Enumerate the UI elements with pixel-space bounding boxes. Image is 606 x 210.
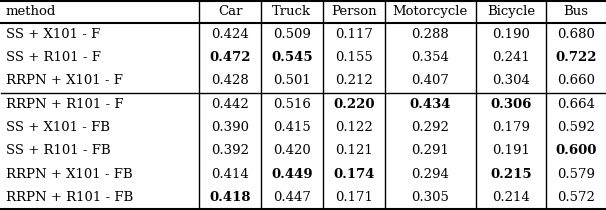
Text: 0.190: 0.190	[492, 28, 530, 41]
Text: RRPN + X101 - F: RRPN + X101 - F	[5, 74, 122, 87]
Text: 0.722: 0.722	[555, 51, 596, 64]
Text: 0.121: 0.121	[335, 144, 373, 158]
Text: 0.434: 0.434	[410, 98, 451, 111]
Text: 0.680: 0.680	[557, 28, 594, 41]
Text: 0.390: 0.390	[211, 121, 249, 134]
Text: 0.572: 0.572	[557, 191, 594, 204]
Text: 0.212: 0.212	[335, 74, 373, 87]
Text: 0.592: 0.592	[557, 121, 594, 134]
Text: Truck: Truck	[272, 5, 311, 18]
Text: 0.509: 0.509	[273, 28, 311, 41]
Text: 0.291: 0.291	[411, 144, 449, 158]
Text: 0.241: 0.241	[492, 51, 530, 64]
Text: 0.660: 0.660	[557, 74, 594, 87]
Text: 0.117: 0.117	[335, 28, 373, 41]
Text: 0.600: 0.600	[555, 144, 596, 158]
Text: 0.418: 0.418	[209, 191, 251, 204]
Text: 0.294: 0.294	[411, 168, 449, 181]
Text: 0.392: 0.392	[211, 144, 249, 158]
Text: 0.288: 0.288	[411, 28, 449, 41]
Text: 0.215: 0.215	[490, 168, 531, 181]
Text: 0.171: 0.171	[335, 191, 373, 204]
Text: RRPN + R101 - F: RRPN + R101 - F	[5, 98, 123, 111]
Text: 0.579: 0.579	[557, 168, 594, 181]
Text: 0.174: 0.174	[333, 168, 375, 181]
Text: 0.354: 0.354	[411, 51, 449, 64]
Text: 0.415: 0.415	[273, 121, 311, 134]
Text: 0.442: 0.442	[211, 98, 249, 111]
Text: SS + X101 - FB: SS + X101 - FB	[5, 121, 110, 134]
Text: 0.220: 0.220	[333, 98, 375, 111]
Text: Motorcycle: Motorcycle	[393, 5, 468, 18]
Text: RRPN + X101 - FB: RRPN + X101 - FB	[5, 168, 132, 181]
Text: 0.407: 0.407	[411, 74, 449, 87]
Text: 0.305: 0.305	[411, 191, 449, 204]
Text: SS + R101 - FB: SS + R101 - FB	[5, 144, 110, 158]
Text: 0.449: 0.449	[271, 168, 313, 181]
Text: 0.122: 0.122	[335, 121, 373, 134]
Text: 0.155: 0.155	[335, 51, 373, 64]
Text: 0.424: 0.424	[211, 28, 249, 41]
Text: 0.414: 0.414	[211, 168, 249, 181]
Text: 0.214: 0.214	[492, 191, 530, 204]
Text: Bus: Bus	[563, 5, 588, 18]
Text: 0.304: 0.304	[492, 74, 530, 87]
Text: method: method	[5, 5, 56, 18]
Text: 0.516: 0.516	[273, 98, 311, 111]
Text: Person: Person	[331, 5, 376, 18]
Text: 0.420: 0.420	[273, 144, 311, 158]
Text: Bicycle: Bicycle	[487, 5, 535, 18]
Text: 0.306: 0.306	[490, 98, 531, 111]
Text: Car: Car	[218, 5, 242, 18]
Text: SS + X101 - F: SS + X101 - F	[5, 28, 100, 41]
Text: 0.292: 0.292	[411, 121, 449, 134]
Text: 0.179: 0.179	[492, 121, 530, 134]
Text: 0.447: 0.447	[273, 191, 311, 204]
Text: 0.472: 0.472	[209, 51, 251, 64]
Text: RRPN + R101 - FB: RRPN + R101 - FB	[5, 191, 133, 204]
Text: 0.664: 0.664	[557, 98, 594, 111]
Text: 0.191: 0.191	[492, 144, 530, 158]
Text: 0.545: 0.545	[271, 51, 313, 64]
Text: 0.428: 0.428	[211, 74, 249, 87]
Text: SS + R101 - F: SS + R101 - F	[5, 51, 101, 64]
Text: 0.501: 0.501	[273, 74, 311, 87]
